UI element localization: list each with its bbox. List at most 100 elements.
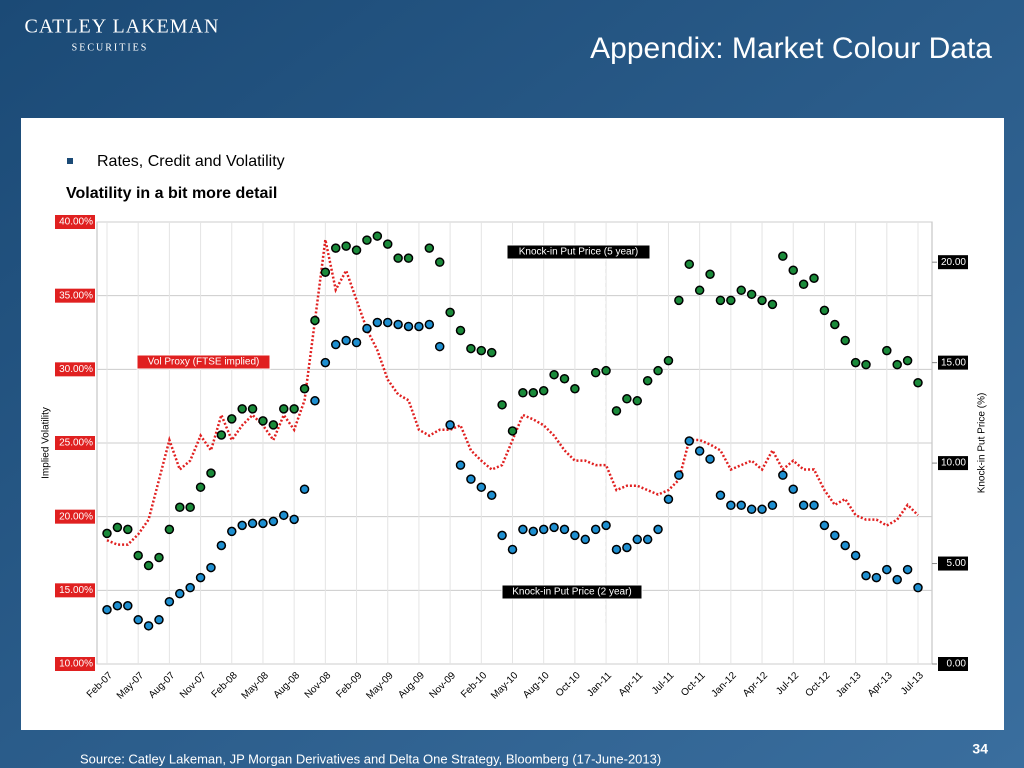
point bbox=[112, 600, 123, 611]
point bbox=[528, 526, 539, 537]
point bbox=[185, 582, 195, 593]
point bbox=[143, 560, 154, 571]
point bbox=[798, 500, 809, 511]
point bbox=[788, 265, 798, 275]
point bbox=[767, 500, 778, 511]
point bbox=[123, 524, 133, 535]
point bbox=[663, 494, 674, 505]
page-number: 34 bbox=[972, 741, 988, 757]
bullet: Rates, Credit and Volatility bbox=[97, 153, 285, 170]
slide-title: Appendix: Market Colour Data bbox=[590, 32, 992, 65]
y2-axis-title: Knock-in Put Price (%) bbox=[977, 393, 988, 494]
point bbox=[299, 484, 310, 494]
point bbox=[559, 524, 570, 535]
point bbox=[913, 377, 923, 388]
point bbox=[424, 243, 435, 253]
point bbox=[424, 319, 435, 330]
point bbox=[840, 540, 850, 551]
point bbox=[882, 564, 892, 575]
point bbox=[642, 534, 653, 545]
point bbox=[694, 285, 705, 296]
point bbox=[227, 526, 237, 537]
point bbox=[227, 414, 237, 424]
point bbox=[112, 522, 123, 533]
point bbox=[175, 502, 185, 513]
point bbox=[850, 357, 861, 368]
point bbox=[362, 323, 372, 334]
y2-tick-label: 0.00 bbox=[947, 659, 967, 670]
point bbox=[538, 386, 549, 396]
point bbox=[434, 341, 445, 352]
point bbox=[549, 369, 559, 380]
point bbox=[757, 295, 767, 306]
point bbox=[570, 384, 580, 394]
point bbox=[559, 373, 570, 384]
point bbox=[736, 285, 746, 296]
y-tick-box bbox=[55, 657, 95, 671]
point bbox=[830, 530, 840, 541]
y-tick-box bbox=[55, 436, 95, 450]
point bbox=[674, 295, 684, 306]
y-axis-title: Implied Volatility bbox=[41, 407, 52, 479]
point bbox=[154, 552, 164, 563]
point bbox=[102, 605, 112, 615]
y2-tick-label: 15.00 bbox=[941, 357, 966, 368]
point bbox=[382, 317, 393, 328]
point bbox=[840, 335, 850, 346]
y2-tick-label: 10.00 bbox=[941, 458, 966, 469]
point bbox=[507, 544, 518, 555]
logo-sub: SECURITIES bbox=[72, 42, 149, 53]
point bbox=[757, 504, 767, 515]
y-tick-box bbox=[55, 583, 95, 598]
y-tick-box bbox=[55, 509, 95, 524]
point bbox=[341, 335, 351, 346]
point bbox=[705, 269, 715, 279]
point bbox=[268, 516, 279, 527]
point bbox=[819, 520, 830, 531]
point bbox=[289, 514, 299, 525]
point bbox=[684, 436, 695, 446]
point bbox=[310, 396, 320, 406]
y-tick-label: 15.00% bbox=[59, 585, 93, 596]
point bbox=[778, 470, 788, 480]
point bbox=[507, 426, 518, 436]
point bbox=[362, 235, 372, 245]
point bbox=[351, 245, 362, 255]
chart-title: Volatility in a bit more detail bbox=[66, 185, 277, 202]
point bbox=[455, 460, 466, 470]
point bbox=[611, 406, 622, 416]
point bbox=[164, 596, 175, 607]
point bbox=[279, 510, 289, 521]
point bbox=[133, 550, 143, 561]
point bbox=[351, 337, 362, 348]
vol-line bbox=[106, 239, 919, 546]
point bbox=[258, 518, 268, 529]
point bbox=[549, 522, 559, 533]
point bbox=[601, 365, 611, 376]
point bbox=[694, 446, 705, 456]
point bbox=[330, 243, 341, 253]
point bbox=[653, 365, 663, 376]
point bbox=[434, 257, 445, 267]
point bbox=[476, 482, 487, 492]
y-tick-label: 35.00% bbox=[59, 290, 93, 301]
logo: CATLEY LAKEMAN bbox=[25, 16, 220, 38]
point bbox=[403, 321, 414, 332]
y2-tick-box bbox=[938, 456, 968, 471]
point bbox=[237, 404, 247, 414]
point bbox=[892, 574, 902, 585]
point bbox=[632, 534, 643, 545]
point bbox=[736, 500, 746, 511]
point bbox=[590, 367, 601, 378]
point bbox=[788, 484, 798, 494]
y2-tick-label: 20.00 bbox=[941, 257, 966, 268]
point bbox=[143, 621, 154, 631]
point bbox=[279, 404, 289, 414]
point bbox=[861, 359, 871, 370]
point bbox=[123, 600, 133, 611]
point bbox=[622, 542, 632, 553]
point bbox=[310, 315, 320, 326]
point bbox=[414, 321, 424, 332]
point bbox=[746, 504, 757, 515]
